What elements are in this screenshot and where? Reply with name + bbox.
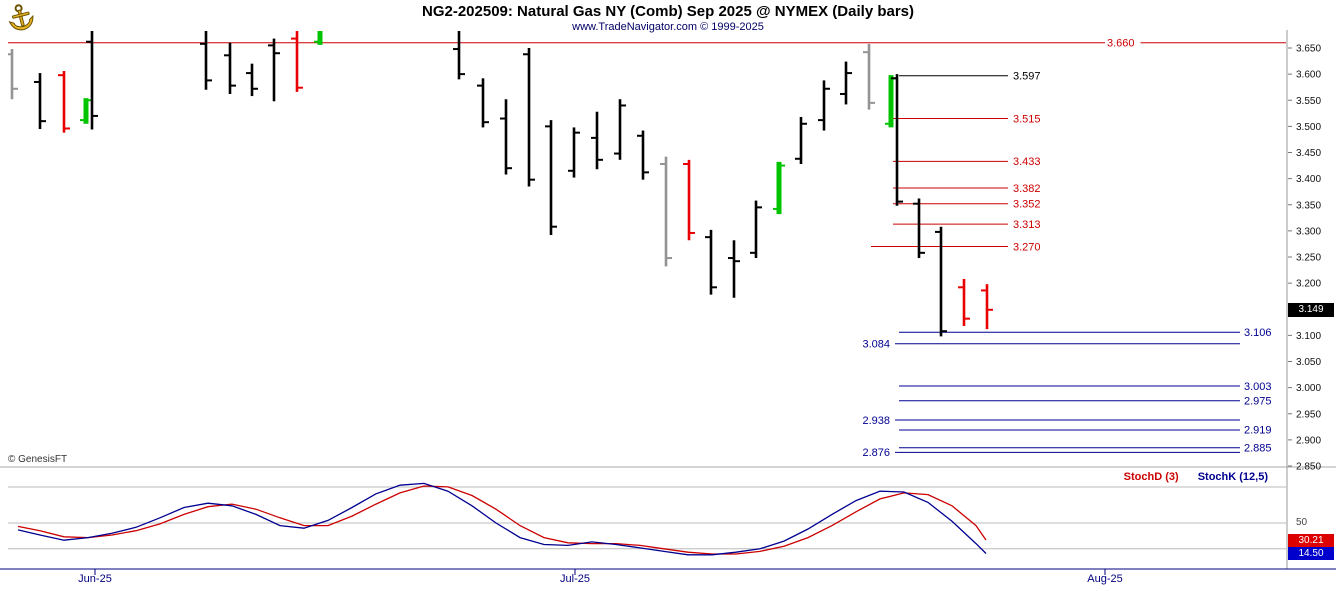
chart-title: NG2-202509: Natural Gas NY (Comb) Sep 20…	[421, 3, 915, 20]
price-level-label: 3.313	[1013, 219, 1041, 231]
price-axis-tick: 3.200	[1296, 279, 1321, 290]
price-axis-tick: 3.500	[1296, 122, 1321, 133]
chart-subtitle: www.TradeNavigator.com © 1999-2025	[572, 21, 764, 33]
stoch-line	[17, 485, 987, 555]
stochd-legend-label[interactable]: StochD (3)	[1123, 471, 1179, 483]
stoch-50-level-label: 50	[1296, 517, 1308, 528]
price-level-label: 3.597	[1013, 70, 1041, 82]
stoch-line	[17, 482, 987, 556]
price-level-label: 2.876	[862, 447, 890, 459]
indicator-legend: StochD (3) StochK (12,5)	[1124, 471, 1268, 483]
price-level-label: 2.919	[1244, 425, 1272, 437]
stochk-legend-label[interactable]: StochK (12,5)	[1197, 471, 1268, 483]
price-level-label: 3.084	[862, 339, 890, 351]
price-level-label: 3.106	[1244, 327, 1272, 339]
price-axis-tick: 3.600	[1296, 70, 1321, 81]
price-axis-tick: 3.050	[1296, 357, 1321, 368]
price-level-label: 3.660	[1107, 38, 1135, 50]
price-axis-tick: 3.550	[1296, 96, 1321, 107]
price-level-label: 3.433	[1013, 156, 1041, 168]
price-axis-tick: 3.250	[1296, 253, 1321, 264]
price-level-label: 2.938	[862, 415, 890, 427]
price-axis-tick: 3.400	[1296, 174, 1321, 185]
price-axis-tick: 2.850	[1296, 462, 1321, 473]
price-axis-tick: 3.450	[1296, 148, 1321, 159]
last-price-badge: 3.149	[1288, 303, 1334, 317]
price-level-label: 2.975	[1244, 395, 1272, 407]
price-axis-tick: 3.650	[1296, 44, 1321, 55]
price-axis-tick: 3.100	[1296, 331, 1321, 342]
price-axis-tick: 3.300	[1296, 226, 1321, 237]
price-level-label: 3.515	[1013, 113, 1041, 125]
price-level-label: 2.885	[1244, 443, 1272, 455]
stochd-value-badge: 30.21	[1288, 534, 1334, 547]
price-axis-tick: 3.000	[1296, 383, 1321, 394]
price-level-label: 3.270	[1013, 241, 1041, 253]
price-level-label: 3.003	[1244, 381, 1272, 393]
trade-navigator-anchor-logo	[8, 4, 34, 31]
price-level-label: 3.382	[1013, 183, 1041, 195]
stochk-value-badge: 14.50	[1288, 547, 1334, 560]
price-axis-tick: 2.900	[1296, 435, 1321, 446]
price-axis-tick: 3.350	[1296, 200, 1321, 211]
price-level-label: 3.352	[1013, 199, 1041, 211]
price-axis-tick: 2.950	[1296, 409, 1321, 420]
genesis-copyright: © GenesisFT	[8, 454, 68, 465]
